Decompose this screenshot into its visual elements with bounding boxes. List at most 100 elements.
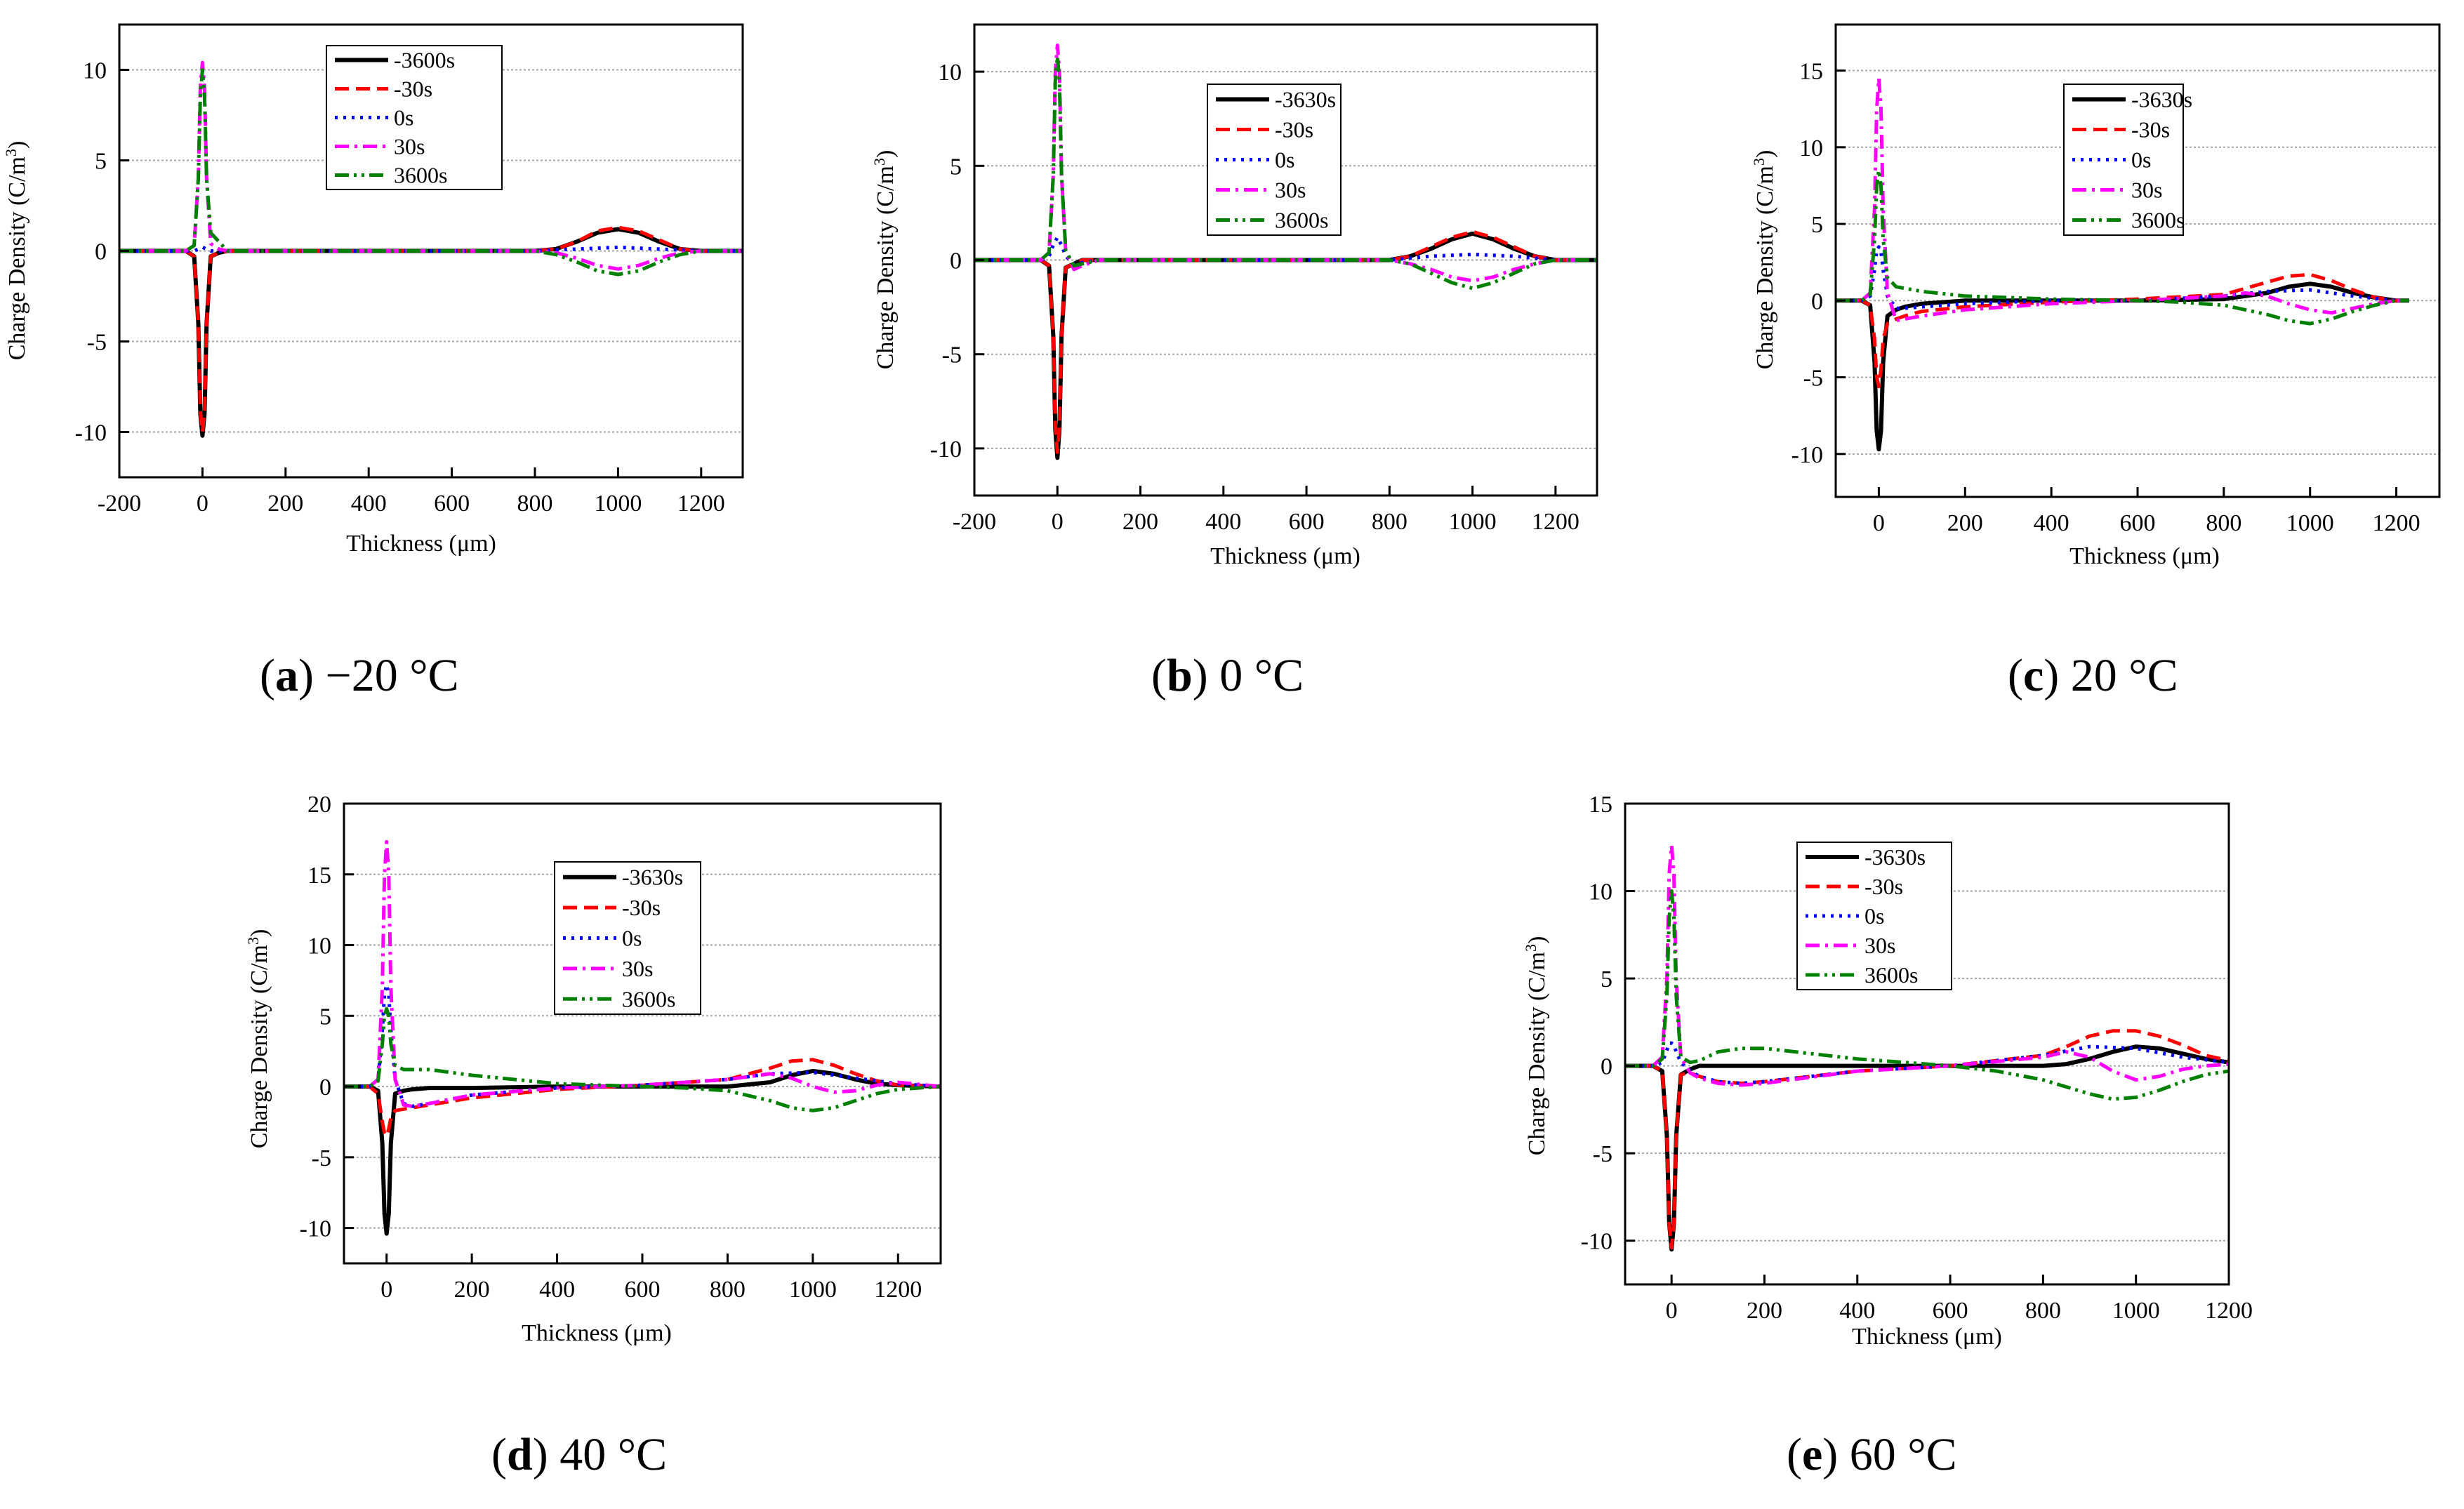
- x-tick-label: 0: [1666, 1298, 1678, 1324]
- legend-label--30s: -30s: [394, 77, 432, 102]
- series-line-3600s: [1836, 168, 2409, 326]
- y-tick-label: 15: [1589, 792, 1612, 818]
- legend-label-3600s: 3600s: [1864, 962, 1918, 988]
- chart-panel-d: 0 200 400 600 800 1000 1200 -10 -5 0 5 10 15 20 Thickn…: [239, 772, 969, 1355]
- legend-label-0s: 0s: [1864, 903, 1884, 929]
- x-tick-label: 600: [1933, 1298, 1968, 1324]
- y-axis-label: Charge Density (C/m3): [1750, 150, 1778, 370]
- x-tick-label: 1200: [1532, 509, 1579, 535]
- series-line--3630s: [344, 1068, 941, 1236]
- legend-label-0s: 0s: [394, 105, 413, 131]
- y-tick-label: 10: [938, 60, 962, 86]
- x-tick-label: 400: [539, 1277, 575, 1303]
- y-tick-label: 10: [307, 933, 331, 959]
- x-tick-label: 1000: [594, 491, 642, 517]
- y-tick-label: 0: [1811, 288, 1823, 314]
- x-tick-label: 1200: [2373, 510, 2420, 536]
- x-tick-label: 800: [2025, 1298, 2061, 1324]
- y-tick-label: -5: [1593, 1141, 1612, 1167]
- series-line--30s: [974, 230, 1597, 454]
- x-axis-label: Thickness (μm): [1210, 543, 1360, 569]
- caption-d-text: 40 °C: [559, 1429, 668, 1480]
- series-line--30s: [1836, 272, 2409, 389]
- y-tick-label: 0: [319, 1075, 331, 1101]
- y-tick-label: 15: [1799, 59, 1823, 85]
- y-tick-label: -10: [1581, 1229, 1612, 1255]
- x-tick-label: 1200: [2205, 1298, 2253, 1324]
- legend-box: [554, 861, 701, 1015]
- x-tick-label: 400: [351, 491, 387, 517]
- chart-panel-e: 0 200 400 600 800 1000 1200 -10 -5 0 5 10 15 Thicknes…: [1502, 772, 2260, 1362]
- y-tick-label: -10: [930, 437, 962, 463]
- plot-frame: [1624, 802, 2230, 1286]
- x-tick-label: 0: [1873, 510, 1885, 536]
- caption-b-letter: b: [1166, 650, 1193, 701]
- legend-label--3630s: -3630s: [1864, 844, 1926, 870]
- x-tick-label: 800: [517, 491, 553, 517]
- y-tick-label: -10: [75, 420, 107, 446]
- x-tick-label: 1000: [789, 1277, 837, 1303]
- chart-panel-c: 0 200 400 600 800 1000 1200 -10 -5 0 5 10 15 Thicknes…: [1727, 0, 2464, 590]
- y-tick-label: 5: [319, 1004, 331, 1030]
- x-tick-label: 200: [267, 491, 303, 517]
- caption-d-letter: d: [506, 1429, 533, 1480]
- x-axis-label: Thickness (μm): [522, 1320, 672, 1346]
- series-line--3630s: [1625, 1044, 2229, 1252]
- x-tick-label: 600: [625, 1277, 661, 1303]
- x-tick-label: 800: [1372, 509, 1407, 535]
- y-tick-label: 0: [950, 248, 962, 274]
- caption-a-text: −20 °C: [325, 650, 459, 701]
- y-tick-label: 10: [1799, 135, 1823, 161]
- series-line--3630s: [1836, 281, 2409, 452]
- legend-label-30s: 30s: [394, 134, 425, 159]
- series-line-0s: [1836, 245, 2409, 310]
- y-tick-label: -5: [312, 1145, 331, 1171]
- series-line-0s: [344, 983, 941, 1108]
- series-line-0s: [1625, 1041, 2229, 1085]
- y-axis-label: Charge Density (C/m3): [1522, 936, 1550, 1156]
- caption-a-letter: a: [274, 650, 298, 701]
- series-line-30s: [1836, 77, 2409, 323]
- x-tick-label: 800: [710, 1277, 746, 1303]
- x-tick-label: 1000: [1449, 509, 1497, 535]
- x-tick-label: 800: [2206, 510, 2241, 536]
- legend-label--30s: -30s: [1864, 874, 1903, 899]
- series-group: [119, 60, 743, 438]
- series-line-3600s: [344, 1006, 941, 1112]
- caption-b: (b) 0 °C: [1151, 650, 1304, 701]
- x-tick-label: -200: [953, 509, 996, 535]
- legend-label--3630s: -3630s: [622, 865, 683, 890]
- caption-c: (c) 20 °C: [2008, 650, 2178, 701]
- chart-panel-a: -200 0 200 400 600 800 1000 1200 -10 -5 0 5 10 Thickn…: [0, 0, 772, 576]
- series-group: [1836, 77, 2409, 452]
- x-tick-label: 0: [1052, 509, 1064, 535]
- legend-label-0s: 0s: [1275, 147, 1294, 173]
- caption-e-text: 60 °C: [1849, 1429, 1957, 1480]
- caption-e-letter: e: [1801, 1429, 1823, 1480]
- x-tick-label: -200: [98, 491, 141, 517]
- series-line--30s: [119, 225, 743, 434]
- legend-label-30s: 30s: [1864, 933, 1895, 958]
- x-tick-label: 400: [1839, 1298, 1875, 1324]
- x-tick-label: 200: [1947, 510, 1983, 536]
- series-line-30s: [1625, 844, 2229, 1087]
- y-tick-label: 10: [1589, 879, 1612, 905]
- y-axis-label: Charge Density (C/m3): [870, 150, 899, 370]
- y-tick-label: 5: [95, 149, 107, 175]
- chart-d-svg: 0 200 400 600 800 1000 1200 -10 -5 0 5 10 15 20 Thickn…: [244, 792, 942, 1346]
- chart-e-svg: 0 200 400 600 800 1000 1200 -10 -5 0 5 10 15 Thicknes…: [1522, 792, 2253, 1350]
- y-tick-label: -10: [1791, 442, 1823, 468]
- y-tick-label: -5: [87, 330, 107, 356]
- caption-a: (a) −20 °C: [260, 650, 459, 701]
- legend-label--3630s: -3630s: [2131, 87, 2192, 112]
- y-tick-label: 5: [1811, 212, 1823, 238]
- y-tick-label: 15: [307, 863, 331, 889]
- series-group: [1625, 844, 2229, 1252]
- chart-a-svg: -200 0 200 400 600 800 1000 1200 -10 -5 0 5 10 Thickn…: [2, 23, 744, 557]
- legend-label-3600s: 3600s: [622, 986, 675, 1011]
- legend-label-0s: 0s: [622, 926, 642, 951]
- chart-c-svg: 0 200 400 600 800 1000 1200 -10 -5 0 5 10 15 Thicknes…: [1750, 23, 2441, 569]
- y-tick-label: 10: [83, 58, 107, 84]
- caption-e: (e) 60 °C: [1787, 1429, 1957, 1480]
- y-tick-label: -5: [942, 343, 962, 368]
